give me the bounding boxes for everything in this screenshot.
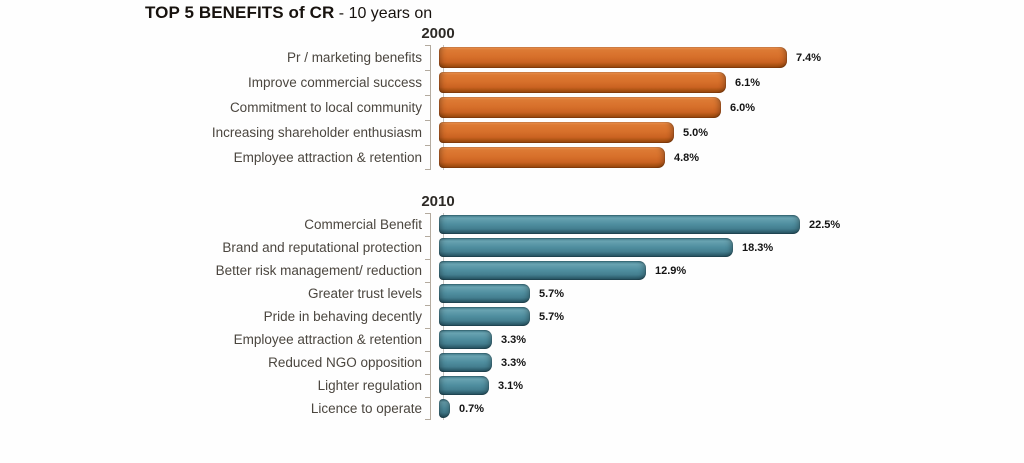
category-label: Commitment to local community: [229, 100, 422, 115]
chart-year-label: 2010: [421, 193, 455, 210]
plot-area: 3.3%: [425, 328, 1018, 351]
bar: [439, 330, 492, 349]
category-label: Pride in behaving decently: [263, 309, 422, 324]
value-label: 3.3%: [501, 356, 527, 369]
value-label: 22.5%: [809, 218, 841, 231]
bar: [439, 238, 733, 257]
chart-title: TOP 5 BENEFITS of CR - 10 years on: [145, 3, 432, 23]
value-label: 3.1%: [498, 379, 524, 392]
chart-row: Improve commercial success 6.1%: [0, 70, 1018, 95]
chart-row: Lighter regulation 3.1%: [0, 374, 1018, 397]
bar: [439, 97, 721, 118]
bar: [439, 307, 530, 326]
chart-title-suffix: - 10 years on: [334, 5, 433, 22]
plot-area: 3.3%: [425, 351, 1018, 374]
bar: [439, 353, 492, 372]
value-label: 3.3%: [501, 333, 527, 346]
value-label: 5.7%: [539, 310, 565, 323]
chart-row: Better risk management/ reduction 12.9%: [0, 259, 1018, 282]
chart-2000-section: 2000 Pr / marketing benefits 7.4% Improve …: [0, 25, 1018, 170]
bar: [439, 47, 787, 68]
category-label: Lighter regulation: [317, 378, 422, 393]
chart-row: Commitment to local community 6.0%: [0, 95, 1018, 120]
value-label: 6.1%: [735, 76, 761, 89]
plot-area: 5.0%: [425, 120, 1018, 145]
category-label: Improve commercial success: [247, 75, 422, 90]
chart-row: Pride in behaving decently 5.7%: [0, 305, 1018, 328]
plot-area: 12.9%: [425, 259, 1018, 282]
bar: [439, 72, 726, 93]
value-label: 7.4%: [796, 51, 822, 64]
category-label: Increasing shareholder enthusiasm: [211, 125, 422, 140]
chart-row: Pr / marketing benefits 7.4%: [0, 45, 1018, 70]
value-label: 18.3%: [742, 241, 774, 254]
value-label: 12.9%: [655, 264, 687, 277]
plot-area: 4.8%: [425, 145, 1018, 170]
plot-area: 7.4%: [425, 45, 1018, 70]
chart-rows: Pr / marketing benefits 7.4% Improve comme…: [0, 45, 1018, 170]
value-label: 5.0%: [683, 126, 709, 139]
value-label: 0.7%: [459, 402, 485, 415]
chart-year-label: 2000: [421, 25, 455, 42]
bar: [439, 376, 489, 395]
plot-area: 0.7%: [425, 397, 1018, 420]
chart-row: Licence to operate 0.7%: [0, 397, 1018, 420]
category-label: Brand and reputational protection: [222, 240, 422, 255]
category-label: Commercial Benefit: [304, 217, 422, 232]
category-label: Reduced NGO opposition: [268, 355, 422, 370]
plot-area: 18.3%: [425, 236, 1018, 259]
plot-area: 5.7%: [425, 305, 1018, 328]
bar: [439, 399, 450, 418]
chart-title-main: TOP 5 BENEFITS of CR: [145, 3, 335, 22]
bar: [439, 122, 674, 143]
plot-area: 5.7%: [425, 282, 1018, 305]
chart-row: Employee attraction & retention 4.8%: [0, 145, 1018, 170]
category-label: Greater trust levels: [307, 286, 422, 301]
bar: [439, 147, 665, 168]
value-label: 5.7%: [539, 287, 565, 300]
chart-2010-section: 2010 Commercial Benefit 22.5% Brand and re…: [0, 193, 1018, 420]
chart-row: Increasing shareholder enthusiasm 5.0%: [0, 120, 1018, 145]
chart-row: Employee attraction & retention 3.3%: [0, 328, 1018, 351]
category-label: Pr / marketing benefits: [286, 50, 422, 65]
bar: [439, 261, 646, 280]
category-label: Employee attraction & retention: [233, 150, 422, 165]
value-label: 4.8%: [674, 151, 700, 164]
chart-row: Reduced NGO opposition 3.3%: [0, 351, 1018, 374]
chart-row: Commercial Benefit 22.5%: [0, 213, 1018, 236]
plot-area: 22.5%: [425, 213, 1018, 236]
chart-row: Greater trust levels 5.7%: [0, 282, 1018, 305]
bar: [439, 215, 800, 234]
plot-area: 3.1%: [425, 374, 1018, 397]
bar: [439, 284, 530, 303]
value-label: 6.0%: [730, 101, 756, 114]
chart-rows: Commercial Benefit 22.5% Brand and reputat…: [0, 213, 1018, 420]
category-label: Better risk management/ reduction: [215, 263, 422, 278]
plot-area: 6.0%: [425, 95, 1018, 120]
plot-area: 6.1%: [425, 70, 1018, 95]
category-label: Licence to operate: [310, 401, 422, 416]
chart-row: Brand and reputational protection 18.3%: [0, 236, 1018, 259]
category-label: Employee attraction & retention: [233, 332, 422, 347]
